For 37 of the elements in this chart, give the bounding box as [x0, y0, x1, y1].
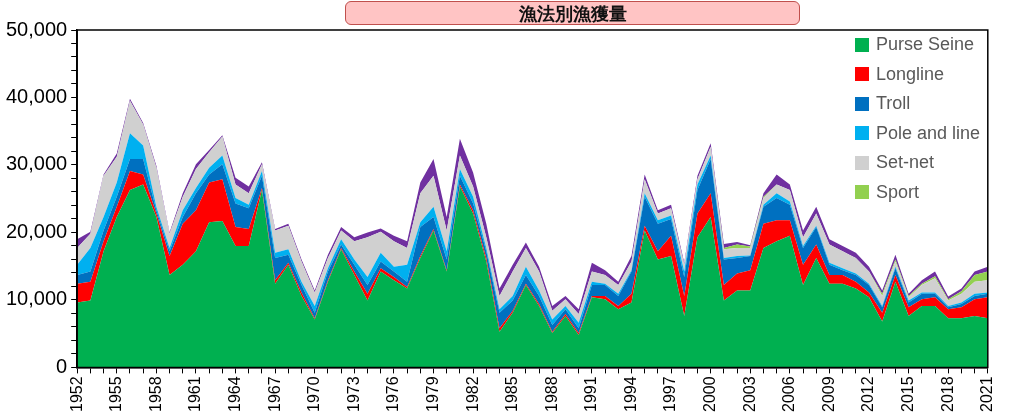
x-tick-label: 1964: [225, 376, 243, 412]
x-tick-label: 1991: [582, 376, 600, 412]
y-tick-label: 40,000: [6, 85, 68, 107]
x-tick-label: 1967: [265, 376, 283, 412]
y-tick-label: 20,000: [6, 219, 68, 242]
x-tick-label: 1958: [146, 376, 164, 412]
x-tick-label: 1997: [661, 376, 679, 412]
x-tick-label: 2009: [819, 376, 837, 412]
x-tick-label: 1982: [463, 376, 481, 412]
x-tick-label: 2000: [701, 376, 719, 412]
x-tick-label: 2015: [899, 376, 917, 412]
legend-label: Sport: [875, 181, 919, 203]
chart-title: 漁法別漁獲量: [345, 1, 800, 25]
legend-label: Troll: [875, 93, 911, 115]
legend-label: Purse Seine: [875, 34, 974, 56]
x-tick-label: 2018: [938, 376, 956, 412]
x-tick-label: 2012: [859, 376, 877, 412]
y-tick-label: 10,000: [6, 287, 68, 310]
x-tick-label: 1961: [186, 376, 204, 412]
x-tick-label: 1973: [344, 376, 362, 412]
x-tick-label: 1970: [305, 376, 323, 412]
x-tick-label: 2021: [978, 376, 996, 412]
legend-label: Set-net: [875, 152, 934, 174]
x-tick-label: 1952: [67, 376, 85, 412]
legend-label: Longline: [875, 63, 944, 85]
x-tick-label: 1979: [423, 376, 441, 412]
y-tick-label: 50,000: [6, 17, 68, 40]
y-tick-label: 30,000: [6, 152, 68, 175]
x-tick-label: 1955: [107, 376, 125, 412]
x-tick-label: 1994: [621, 376, 639, 412]
y-tick-label: 0: [56, 354, 68, 377]
legend-label: Pole and line: [875, 122, 980, 144]
x-tick-label: 1985: [503, 376, 521, 412]
x-tick-label: 1976: [384, 376, 402, 412]
x-tick-label: 1988: [542, 376, 560, 412]
x-tick-label: 2003: [740, 376, 758, 412]
x-tick-label: 2006: [780, 376, 798, 412]
